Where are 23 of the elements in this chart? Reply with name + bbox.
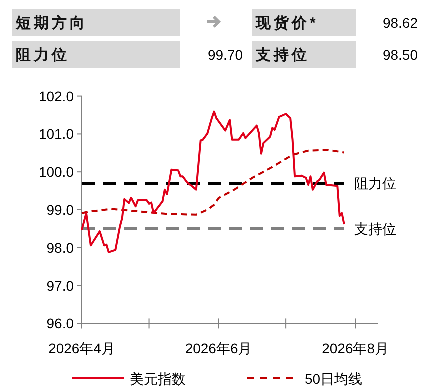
text: 99.70	[208, 47, 244, 63]
x-tick-label: 2026年8月	[322, 340, 390, 357]
x-tick-label: 2026年6月	[185, 340, 252, 357]
x-tick-label: 2026年4月	[48, 340, 116, 357]
line-series	[81, 110, 346, 254]
text: 短期方向	[15, 14, 88, 32]
text: 98.62	[382, 15, 418, 31]
line-series	[81, 149, 346, 216]
y-tick-label: 99.0	[46, 202, 74, 218]
y-tick-label: 100.0	[38, 164, 74, 180]
legend-label: 50日均线	[305, 371, 363, 387]
text: 98.50	[382, 47, 418, 63]
text: 阻力位	[16, 47, 70, 64]
legend-label: 美元指数	[130, 371, 186, 387]
y-tick-label: 101.0	[38, 126, 74, 142]
text: 现货价*	[255, 15, 319, 32]
text: 支持位	[255, 47, 310, 64]
ref-line-label: 阻力位	[354, 175, 396, 192]
y-tick-label: 102.0	[38, 88, 74, 104]
y-tick-label: 98.0	[46, 240, 74, 256]
ref-line-label: 支持位	[354, 220, 396, 237]
y-tick-label: 97.0	[46, 278, 74, 294]
y-tick-label: 96.0	[46, 316, 74, 332]
